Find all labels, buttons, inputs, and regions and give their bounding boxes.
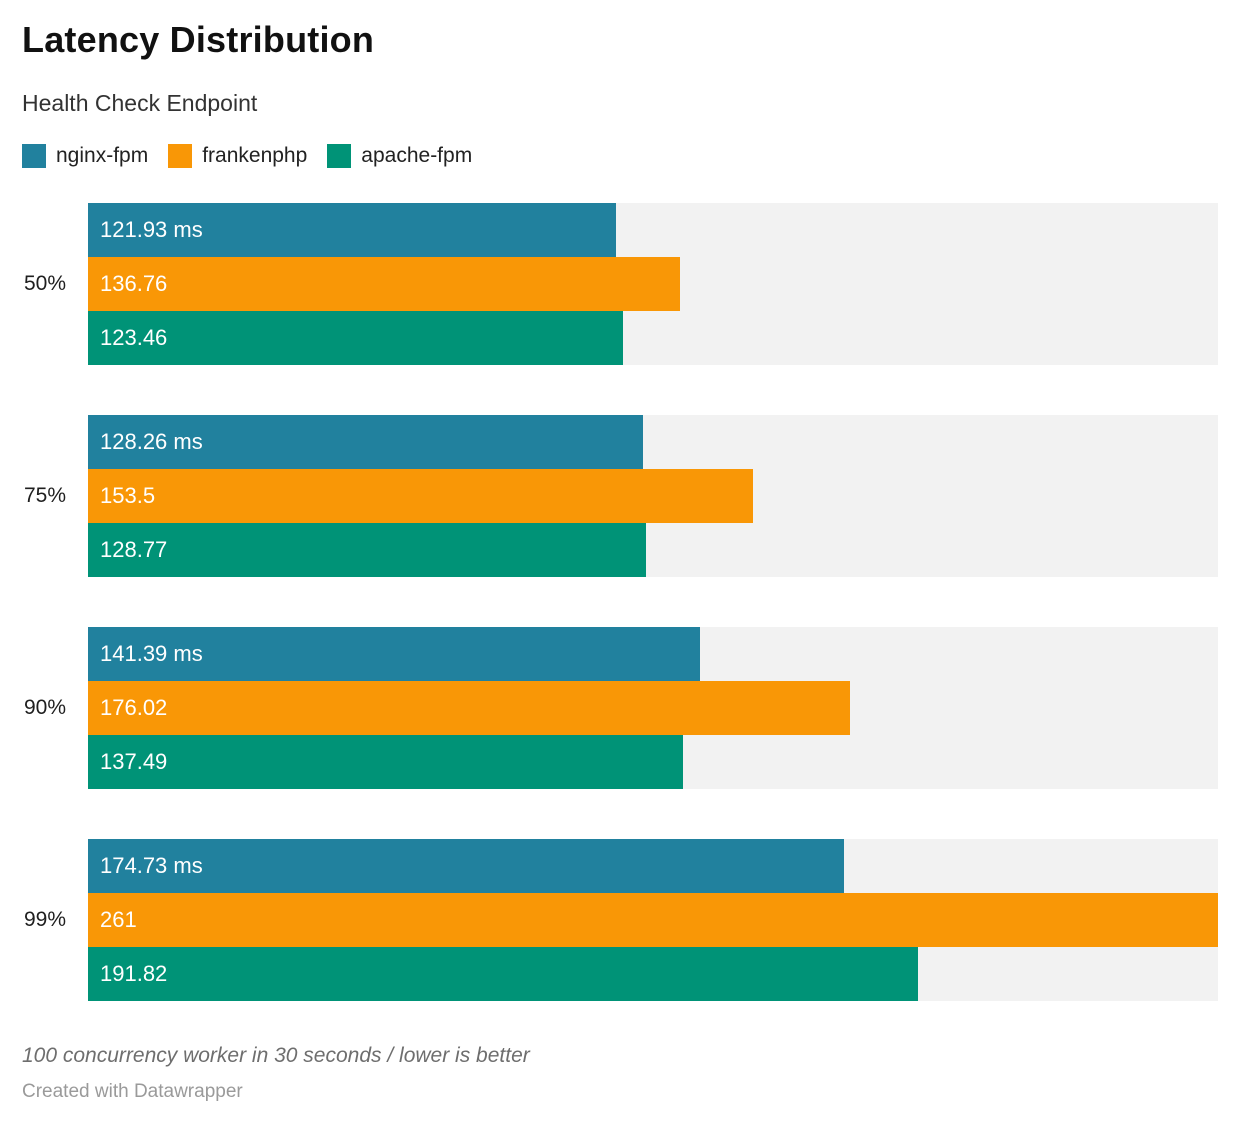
attribution: Created with Datawrapper [22,1081,243,1102]
plot-area: 50% 121.93 ms 136.76 123.46 75% 128.26 ms 153.… [22,203,1218,1001]
bar-group-75pct: 75% 128.26 ms 153.5 128.77 [22,415,1218,577]
category-label: 50% [23,272,66,295]
bar-apache-fpm-99pct: 191.82 [88,947,919,1001]
bar-frankenphp-90pct: 176.02 [88,681,851,735]
legend-item-frankenphp: frankenphp [168,143,308,168]
category-label: 90% [23,696,66,719]
bar-apache-fpm-75pct: 128.77 [88,523,646,577]
bar-value-label: 128.26 ms [100,429,203,454]
bar-apache-fpm-90pct: 137.49 [88,735,684,789]
category-label: 99% [23,908,66,931]
bar-track: 128.26 ms 153.5 128.77 [88,415,1218,577]
bar-track: 121.93 ms 136.76 123.46 [88,203,1218,365]
legend-swatch-nginx-fpm [22,143,46,168]
bar-group-99pct: 99% 174.73 ms 261 191.82 [22,839,1218,1001]
bar-nginx-fpm-75pct: 128.26 ms [88,415,644,469]
chart-title: Latency Distribution [22,19,375,60]
bar-track: 174.73 ms 261 191.82 [88,839,1218,1001]
bar-value-label: 153.5 [100,483,156,508]
legend-label: frankenphp [202,143,308,167]
chart-subtitle: Health Check Endpoint [22,90,258,116]
bar-value-label: 128.77 [100,537,168,562]
bar-frankenphp-75pct: 153.5 [88,469,753,523]
bar-value-label: 121.93 ms [100,217,203,242]
bar-value-label: 176.02 [100,695,168,720]
bar-value-label: 174.73 ms [100,853,203,878]
bar-nginx-fpm-99pct: 174.73 ms [88,839,845,893]
bar-nginx-fpm-50pct: 121.93 ms [88,203,616,257]
bar-frankenphp-50pct: 136.76 [88,257,681,311]
legend-swatch-apache-fpm [327,143,352,168]
bar-value-label: 191.82 [100,961,168,986]
bar-nginx-fpm-90pct: 141.39 ms [88,627,701,681]
category-label: 75% [23,484,66,507]
legend-swatch-frankenphp [168,143,193,168]
legend-label: apache-fpm [361,143,473,167]
bar-apache-fpm-50pct: 123.46 [88,311,623,365]
legend: nginx-fpm frankenphp apache-fpm [22,143,1218,168]
bar-frankenphp-99pct: 261 [88,893,1218,947]
bar-track: 141.39 ms 176.02 137.49 [88,627,1218,789]
bar-value-label: 141.39 ms [100,641,203,666]
legend-item-nginx-fpm: nginx-fpm [22,143,149,168]
bar-group-50pct: 50% 121.93 ms 136.76 123.46 [22,203,1218,365]
bar-value-label: 136.76 [100,271,168,296]
bar-value-label: 261 [100,907,137,932]
bar-value-label: 137.49 [100,749,168,774]
bar-group-90pct: 90% 141.39 ms 176.02 137.49 [22,627,1218,789]
bar-value-label: 123.46 [100,325,168,350]
chart-note: 100 concurrency worker in 30 seconds / l… [22,1044,530,1067]
legend-item-apache-fpm: apache-fpm [327,143,473,168]
legend-label: nginx-fpm [56,143,149,167]
